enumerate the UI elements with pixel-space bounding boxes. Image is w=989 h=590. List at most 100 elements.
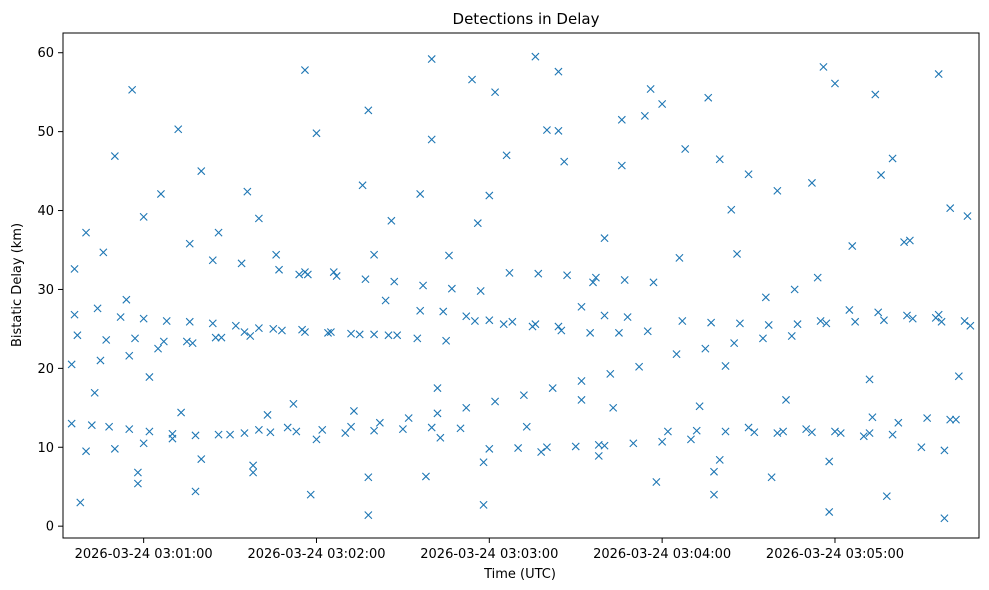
data-point xyxy=(347,329,356,338)
data-point xyxy=(99,248,108,257)
data-point xyxy=(237,259,246,268)
data-point xyxy=(214,430,223,439)
data-point xyxy=(577,302,586,311)
data-point xyxy=(865,375,874,384)
data-point xyxy=(442,336,451,345)
data-point xyxy=(600,234,609,243)
data-point xyxy=(254,214,263,223)
data-point xyxy=(589,278,598,287)
y-tick-label: 0 xyxy=(46,520,54,535)
data-point xyxy=(715,155,724,164)
y-axis-label: Bistatic Delay (km) xyxy=(10,223,25,347)
data-point xyxy=(658,100,667,109)
data-point xyxy=(505,268,514,277)
data-point xyxy=(387,216,396,225)
data-point xyxy=(67,419,76,428)
x-tick-label: 2026-03-24 03:04:00 xyxy=(593,547,731,562)
data-point xyxy=(695,402,704,411)
data-point xyxy=(476,287,485,296)
data-point xyxy=(531,52,540,61)
data-point xyxy=(577,395,586,404)
data-point xyxy=(816,317,825,325)
data-point xyxy=(370,330,379,339)
data-point xyxy=(139,439,148,448)
data-point xyxy=(635,362,644,371)
data-point xyxy=(758,334,767,343)
data-point xyxy=(940,514,949,523)
data-point xyxy=(848,242,857,251)
data-point xyxy=(226,430,235,439)
data-point xyxy=(557,326,566,335)
data-point xyxy=(289,399,298,408)
data-point xyxy=(433,409,442,418)
data-point xyxy=(902,311,911,320)
data-point xyxy=(782,395,790,404)
data-point xyxy=(208,319,217,328)
data-point xyxy=(433,384,442,393)
data-point xyxy=(375,418,384,427)
data-point xyxy=(571,442,580,451)
data-point xyxy=(733,249,742,258)
data-point xyxy=(182,337,191,346)
data-point xyxy=(208,256,217,265)
data-point xyxy=(721,361,730,370)
data-point xyxy=(154,344,163,353)
data-point xyxy=(586,328,595,337)
x-tick-label: 2026-03-24 03:03:00 xyxy=(420,547,558,562)
data-point xyxy=(470,317,479,325)
data-point xyxy=(923,414,932,423)
data-point xyxy=(105,422,114,431)
data-point xyxy=(874,308,883,317)
data-point xyxy=(361,275,370,284)
data-point xyxy=(519,391,528,400)
data-point xyxy=(681,145,690,153)
data-point xyxy=(318,425,327,434)
data-point xyxy=(710,467,718,476)
data-point xyxy=(807,178,816,187)
data-point xyxy=(82,447,91,456)
data-point xyxy=(462,312,471,321)
data-point xyxy=(591,273,600,282)
data-point xyxy=(701,344,710,353)
data-point xyxy=(444,251,453,260)
data-point xyxy=(675,253,684,262)
data-point xyxy=(908,314,917,323)
data-point xyxy=(332,272,341,281)
data-point xyxy=(76,498,85,507)
data-point xyxy=(174,125,183,134)
data-point xyxy=(502,151,511,160)
data-point xyxy=(312,129,321,138)
data-point xyxy=(946,204,955,213)
data-point xyxy=(283,423,292,432)
x-axis-label: Time (UTC) xyxy=(483,567,556,582)
data-point xyxy=(614,328,623,337)
data-point xyxy=(110,444,119,453)
data-point xyxy=(868,413,877,422)
data-point xyxy=(629,439,638,448)
data-point xyxy=(479,500,488,509)
data-point xyxy=(531,320,540,329)
data-point xyxy=(122,295,131,304)
data-point xyxy=(954,372,963,381)
data-point xyxy=(744,170,753,179)
data-point xyxy=(825,507,834,516)
data-point xyxy=(620,275,629,284)
data-point xyxy=(790,285,799,294)
data-point xyxy=(162,317,171,325)
data-point xyxy=(643,327,652,336)
data-point xyxy=(197,167,206,176)
data-point xyxy=(851,317,860,326)
data-point xyxy=(133,479,142,488)
data-point xyxy=(522,422,531,431)
data-point xyxy=(254,425,263,434)
data-point xyxy=(692,426,701,435)
data-point xyxy=(254,324,263,333)
data-point xyxy=(830,79,839,88)
y-tick-label: 10 xyxy=(37,441,54,456)
data-point xyxy=(393,331,402,340)
data-point xyxy=(269,324,278,333)
data-point xyxy=(427,135,436,144)
data-point xyxy=(879,316,888,325)
data-point xyxy=(793,320,802,329)
data-point xyxy=(217,333,226,342)
